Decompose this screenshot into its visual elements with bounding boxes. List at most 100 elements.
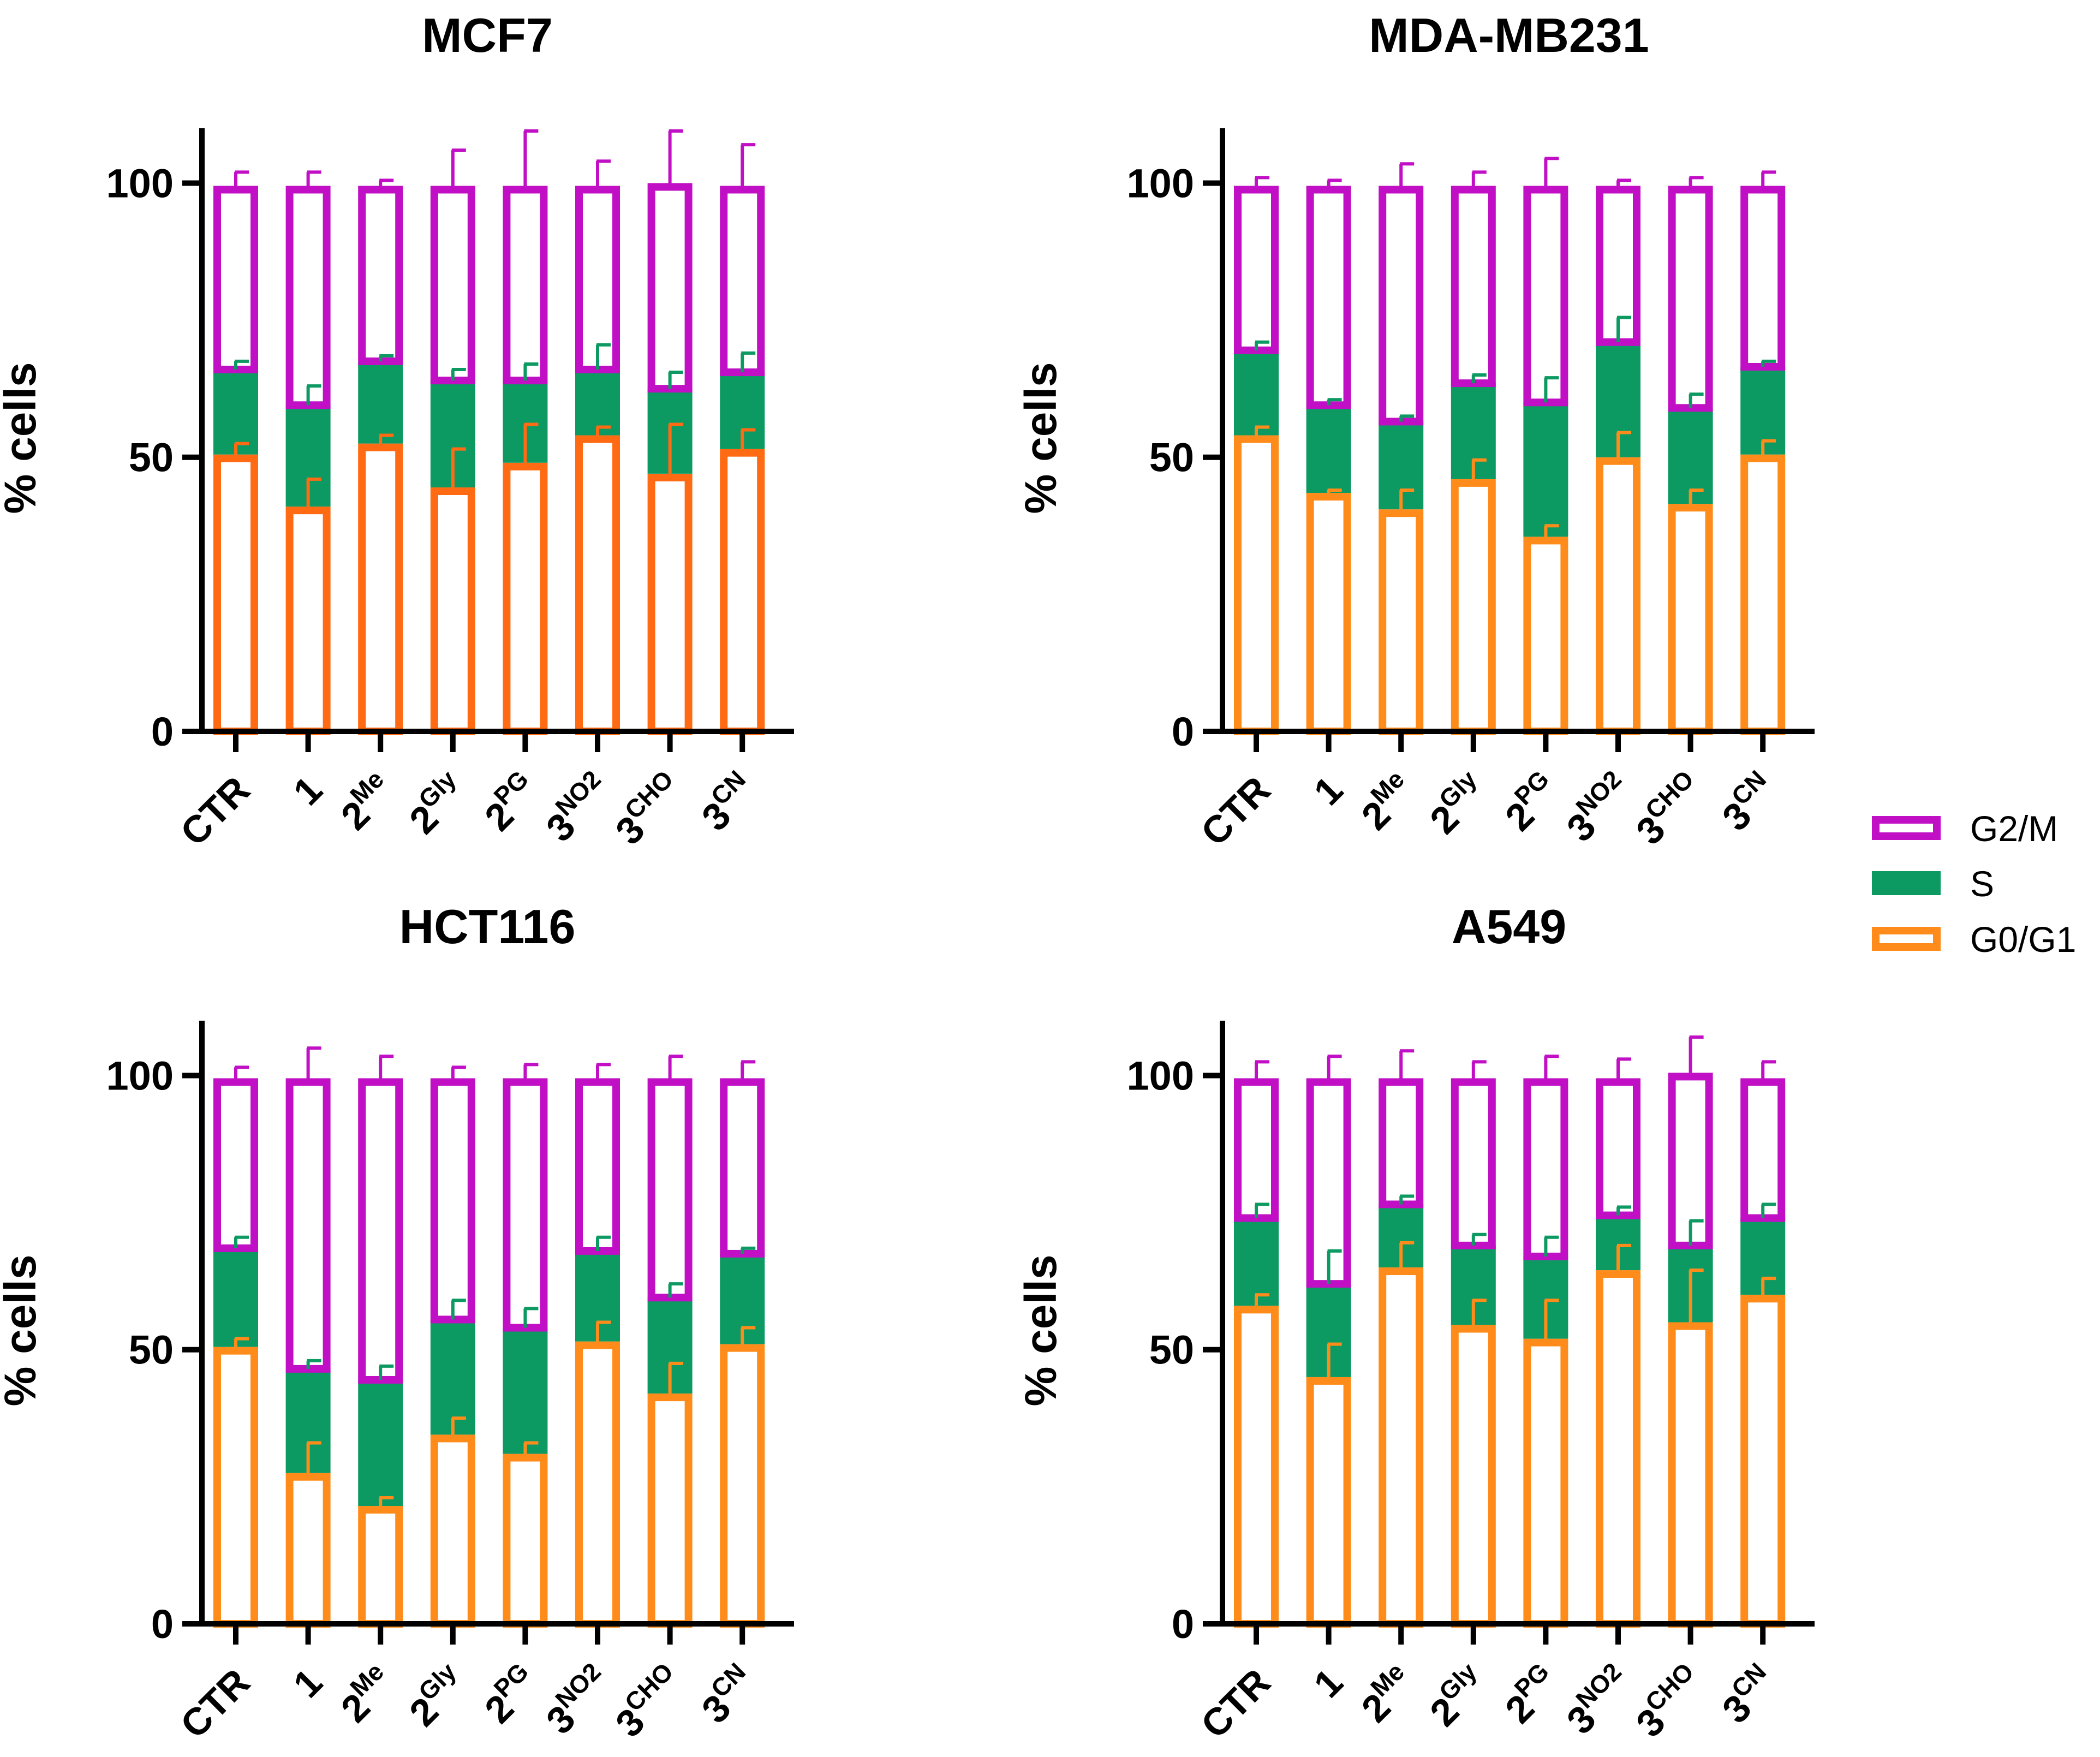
bar-group [1451,170,1496,736]
legend-swatch [1872,927,1941,951]
bar-group [647,1055,693,1628]
bar-g0g1 [1306,493,1351,735]
bar-g2m [1596,1078,1640,1219]
x-tick-label: 2Gly [398,765,475,842]
bar-group [285,170,331,735]
x-tick-label: 2Me [1350,1657,1423,1730]
x-tick-label: 2PG [1494,1657,1568,1731]
bar-group [430,1065,475,1628]
x-tick-label: 2Me [1350,765,1423,838]
bar-g0g1 [285,1473,331,1628]
bar-group [285,1046,331,1628]
legend-swatch [1872,871,1941,895]
bar-group [213,1065,258,1628]
x-tick-label: 2Gly [1418,1657,1496,1735]
x-tick-label: 2Gly [1418,765,1496,842]
bar-g2m [647,1078,693,1302]
bar-g0g1 [720,1344,765,1628]
bar-g2m [285,186,331,409]
x-tick-label: 3CN [690,765,765,839]
bar-g0g1 [503,1454,548,1628]
legend: G2/M S G0/G1 [1872,808,2076,960]
bar-s [1668,408,1713,504]
bar-g0g1 [1451,479,1496,736]
bar-g2m [1306,186,1351,409]
y-tick-label: 50 [1149,435,1194,480]
x-tick-label: 3NO2 [1555,765,1640,850]
y-tick-label: 50 [129,1327,174,1373]
bar-group [1668,1035,1713,1628]
x-tick-label-base: 1 [285,768,331,813]
bar-g2m [1668,186,1713,412]
bar-g2m [503,186,548,385]
bar-g2m [358,186,403,365]
x-tick-label: CTR [1193,1660,1279,1746]
x-tick-label: 3NO2 [535,765,620,850]
bar-g2m [1740,186,1786,371]
bar-s [358,1379,403,1506]
bar-g2m [430,1078,475,1324]
chart-title: MCF7 [422,8,553,62]
bar-group [720,143,765,736]
x-tick-label-base: CTR [1193,768,1279,854]
bar-g0g1 [1234,1306,1279,1628]
bar-g0g1 [430,1434,475,1628]
bar-group [1523,157,1568,735]
bar-g0g1 [358,443,403,735]
bar-g0g1 [1234,435,1279,735]
y-tick-label: 100 [106,1053,174,1098]
bar-g0g1 [647,1393,693,1628]
x-tick-label: 3CHO [1625,1657,1713,1745]
bar-group [1306,1055,1351,1628]
bar-group [1740,170,1786,735]
bar-g2m [1740,1078,1786,1222]
x-tick-label: 3CN [690,1657,765,1731]
bar-group [1740,1060,1786,1628]
y-tick-label: 0 [1172,1601,1194,1647]
x-tick-label: 2PG [1494,765,1568,839]
bar-g2m [1379,1078,1424,1208]
bar-g0g1 [1668,1322,1713,1628]
bar-g0g1 [1740,454,1786,735]
bar-group [1668,176,1713,735]
y-axis-label: % cells [0,1254,45,1406]
legend-item-g0-g1: G0/G1 [1872,919,2076,960]
bar-g2m [575,186,620,373]
bar-group [1523,1055,1568,1628]
bar-s [575,370,620,436]
legend-label: G0/G1 [1970,919,2076,960]
bar-s [503,1327,548,1454]
bar-group [1379,162,1424,736]
bar-g0g1 [575,1341,620,1628]
bar-g0g1 [1523,1338,1568,1628]
x-tick-label: 2Me [330,1657,403,1730]
bar-g2m [430,186,475,385]
legend-item-s: S [1872,863,1994,904]
bar-g0g1 [1451,1325,1496,1628]
y-tick-label: 50 [129,435,174,480]
y-tick-label: 50 [1149,1327,1194,1373]
bar-group [213,170,258,735]
bar-g2m [1379,186,1424,426]
y-tick-label: 0 [151,1601,174,1647]
bar-g0g1 [1523,537,1568,735]
bar-g0g1 [720,449,765,736]
bar-g2m [575,1078,620,1255]
bar-g2m [720,1078,765,1258]
bar-g2m [358,1078,403,1384]
bar-g2m [1451,186,1496,388]
x-tick-label: 3CHO [604,765,692,853]
bar-group [720,1060,765,1628]
bar-s [1306,405,1351,493]
chart-title: A549 [1452,900,1566,954]
bar-group [1451,1060,1496,1628]
y-tick-label: 100 [1127,1053,1194,1098]
bar-g2m [1234,1078,1279,1222]
bar-s [358,361,403,444]
x-tick-label-base: 1 [1306,768,1351,813]
y-tick-label: 100 [106,160,174,206]
bar-g2m [213,1078,258,1252]
x-tick-label-base: CTR [172,768,258,854]
